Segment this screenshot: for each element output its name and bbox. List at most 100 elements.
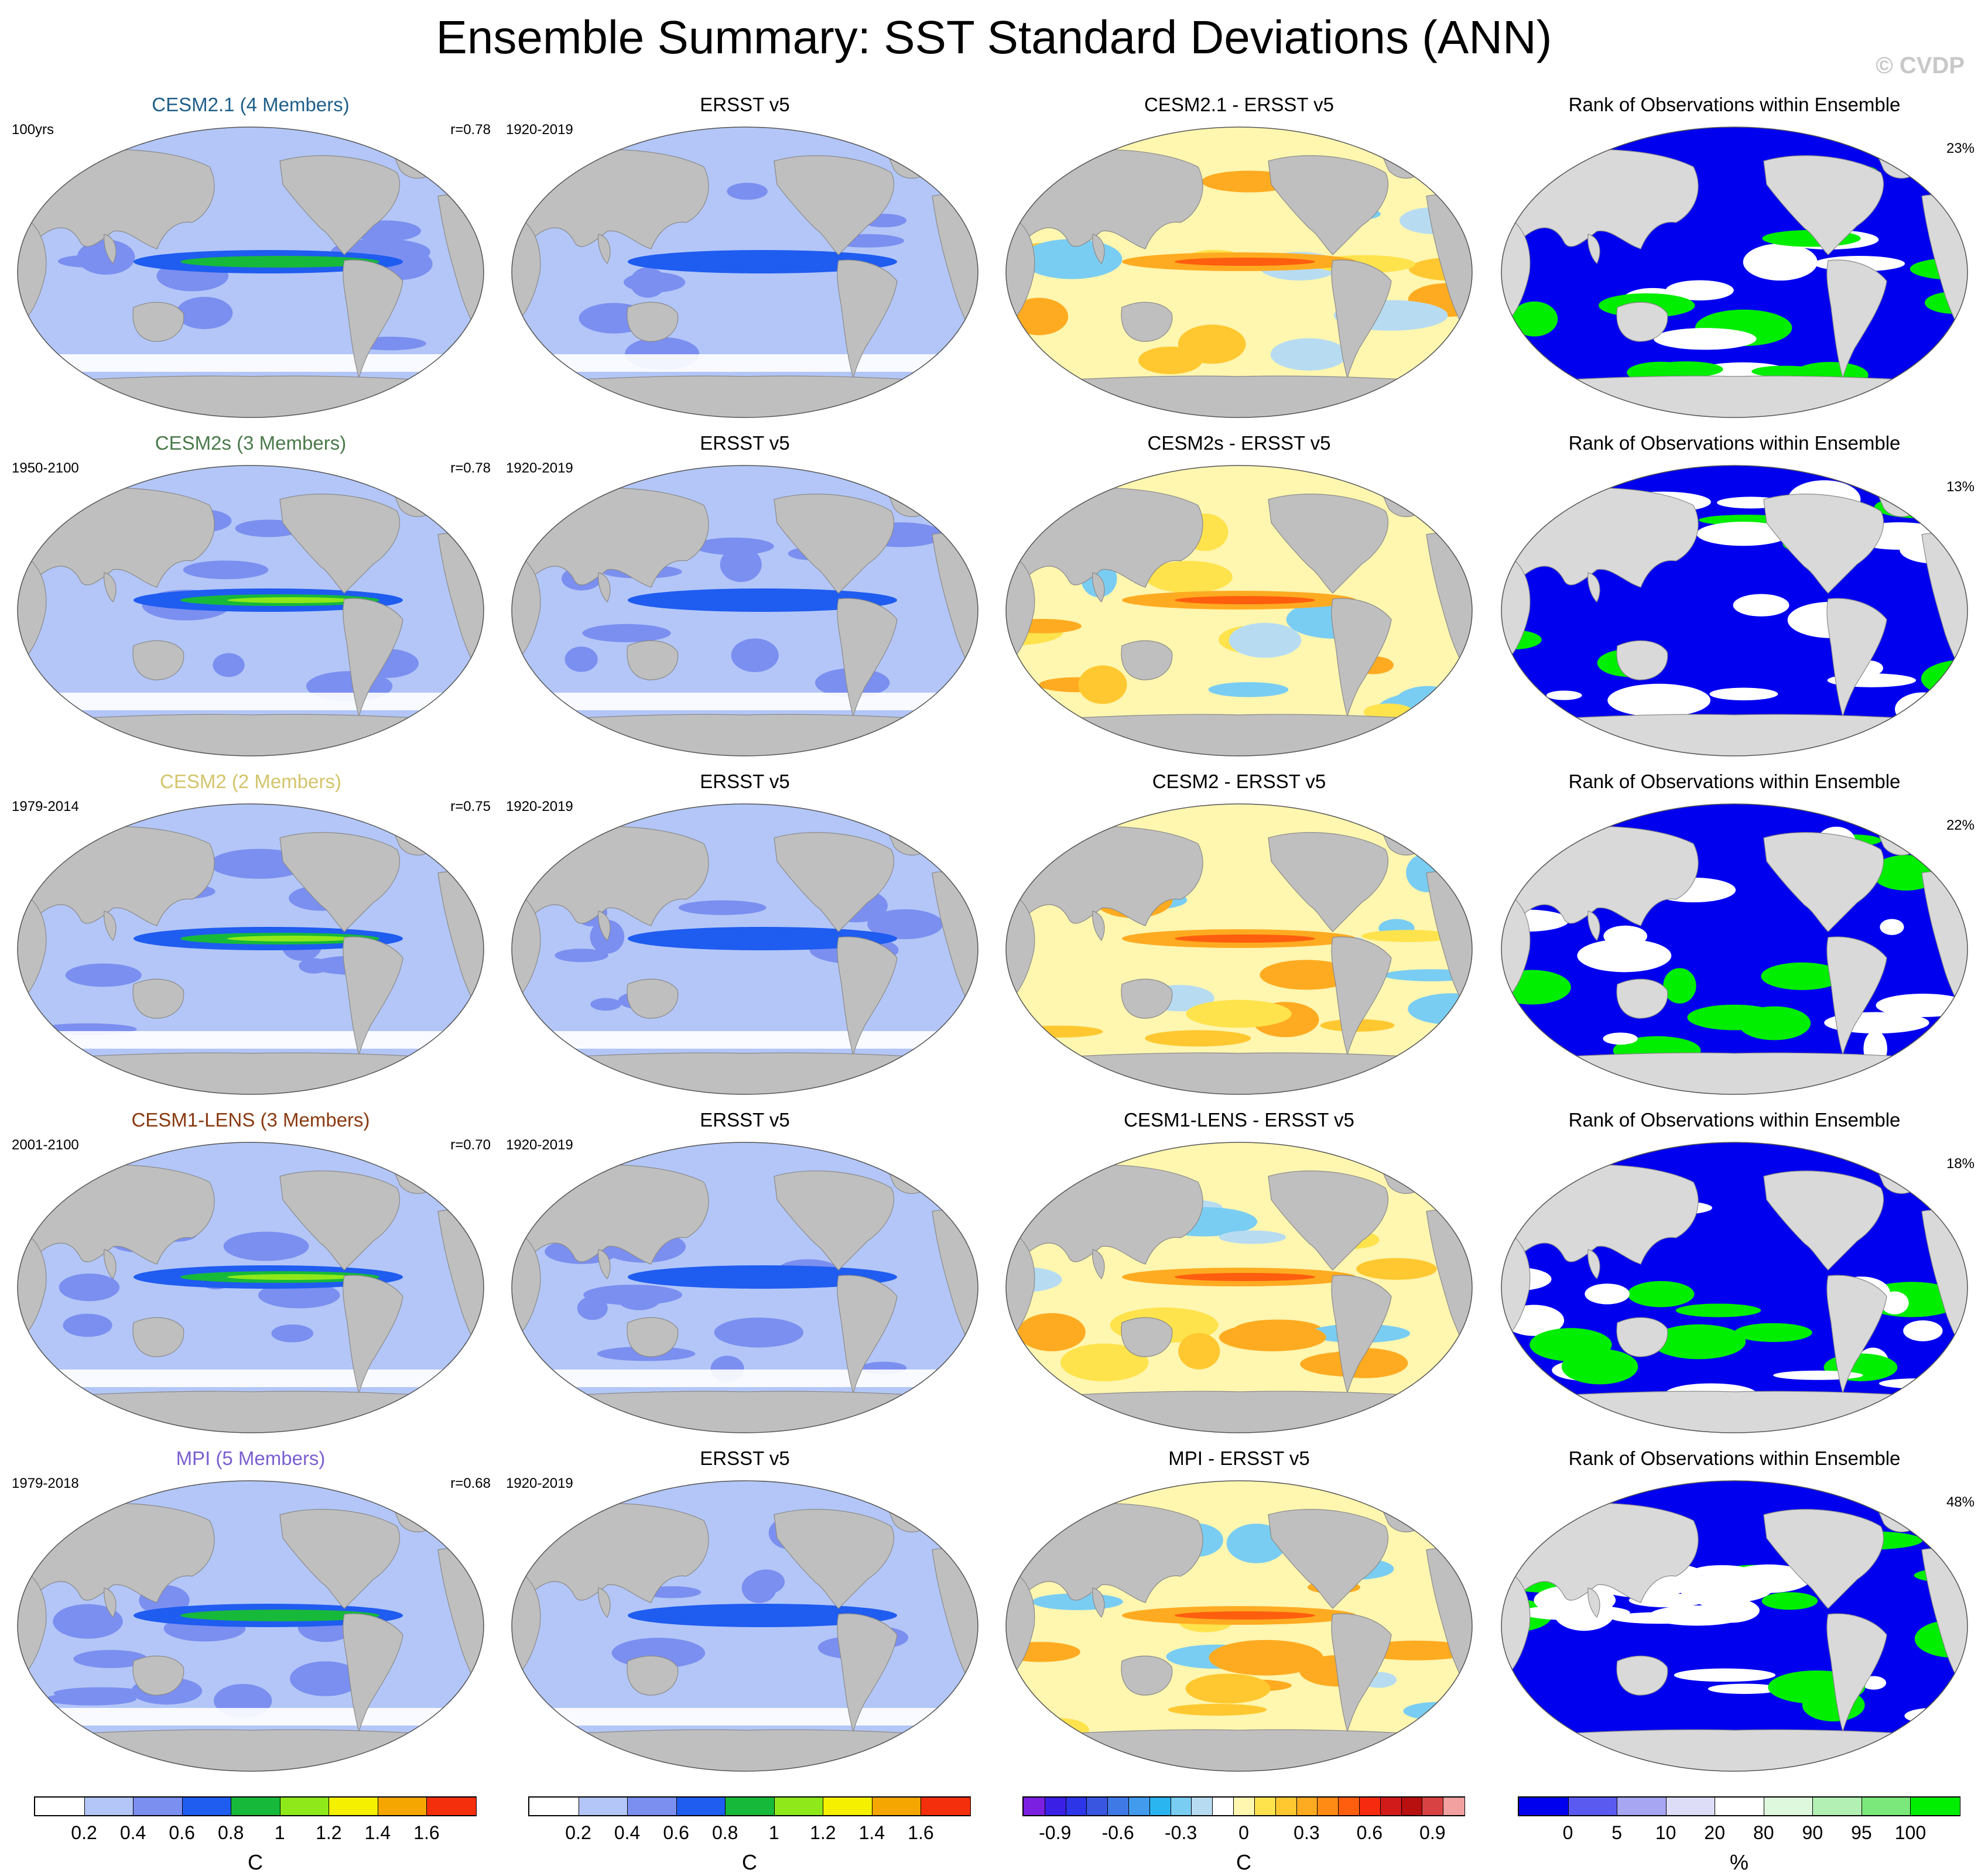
land-mask [1587,910,1600,942]
diff-contour [1175,1273,1315,1281]
rank-cell [1546,690,1582,700]
colorbar-tick-label: 1.6 [413,1822,440,1843]
colorbar-tick-label: 0.6 [1356,1822,1383,1843]
sd-contour [46,1692,137,1706]
rank-percent-label: 18% [1946,1156,1975,1172]
rank-cell [1511,301,1558,337]
rank-cell [1708,1683,1781,1694]
pattern-correlation-label: r=0.68 [450,1476,491,1491]
land-mask [1006,375,1472,417]
sd-contour-low [512,1370,978,1387]
rank-cell [1726,1564,1811,1593]
period-label: 2001-2100 [12,1137,79,1153]
land-mask [1268,832,1389,932]
sd-contour [271,1324,314,1343]
rank-cell [1674,1668,1776,1682]
land-mask [1331,598,1392,718]
land-mask [343,598,403,718]
colorbar-swatch [1191,1798,1213,1815]
globe-outline [1501,803,1968,1095]
land-mask [1092,572,1105,603]
land-mask [1826,1613,1887,1733]
land-mask [837,598,898,718]
globe-outline [17,1480,484,1772]
diff-contour [1270,338,1347,371]
panel-title: ERSST v5 [700,94,790,115]
colorbar-swatch [1380,1798,1402,1815]
globe-map-rank [1501,803,1968,1095]
land-mask [104,910,117,942]
colorbar-swatch [1275,1798,1297,1815]
colorbar-swatch [1665,1798,1716,1815]
diff-contour [1178,1333,1220,1370]
land-mask [1826,936,1887,1056]
rank-cell [1734,1323,1812,1342]
land-mask [627,640,679,680]
land-mask [1501,1391,1968,1433]
enso-contour [675,1610,874,1621]
land-mask [1587,1587,1600,1618]
colorbar-tick-label: 1 [768,1822,779,1843]
enso-contour [227,259,356,265]
rank-cell [1751,365,1818,378]
sd-contour-low [18,1370,484,1387]
diff-contour [1016,1025,1103,1038]
land-mask [1826,598,1887,718]
land-mask [18,1052,484,1094]
sd-contour [731,638,779,672]
colorbar-tick-label: 0 [1562,1822,1573,1843]
panel-title: CESM2s (3 Members) [155,432,347,454]
sd-contour [694,538,774,555]
land-mask [279,1170,401,1271]
rank-cell [1761,962,1843,990]
colorbar-box [1022,1796,1465,1816]
rank-cell [1709,687,1778,701]
globe-outline [511,803,978,1095]
figure-title: Ensemble Summary: SST Standard Deviation… [436,11,1552,63]
land-mask [343,1613,403,1733]
globe-map-diff [1005,803,1473,1095]
panel-title: ERSST v5 [700,771,790,792]
colorbar-tick-label: 1.4 [858,1822,885,1843]
rank-cell [1651,1324,1746,1360]
diff-contour [1442,676,1472,713]
colorbar-swatch [725,1798,775,1815]
rank-cell [1733,594,1789,617]
land-mask [774,832,895,932]
colorbar-swatch [1296,1798,1318,1815]
land-mask [774,494,895,594]
colorbar-swatch [1044,1798,1067,1815]
colorbar-tick-label: 1.2 [316,1822,342,1843]
sd-contour [53,1604,123,1639]
diff-contour [1175,934,1315,943]
panel-title: MPI (5 Members) [176,1447,326,1469]
colorbar-swatch [1086,1798,1108,1815]
colorbar-swatch [1212,1798,1234,1815]
land-mask [598,572,611,603]
diff-contour [1208,682,1289,697]
colorbar-tick-label: 0.3 [1294,1822,1320,1843]
diff-contour [1361,930,1456,942]
colorbar-swatch [1254,1798,1277,1815]
land-mask [132,640,184,680]
land-mask [1616,302,1668,342]
land-mask [1331,936,1392,1056]
land-mask [1268,155,1389,255]
rank-cell [1520,1604,1630,1621]
colorbar-tick-label: 0 [1238,1822,1249,1843]
land-mask [343,259,403,379]
colorbar-swatch [578,1798,628,1815]
land-mask [18,1729,484,1771]
rank-percent-label: 48% [1946,1494,1975,1510]
rank-cell [1577,939,1672,973]
colorbar-swatch [231,1798,281,1815]
globe-outline [1501,465,1968,756]
diff-contour [1356,1258,1437,1280]
sd-contour [290,1661,361,1696]
sd-contour [213,653,245,677]
enso-contour [227,936,356,942]
colorbar-tick-label: -0.3 [1164,1822,1197,1843]
period-label: 1920-2019 [506,1476,573,1491]
globe-map-model [17,465,484,756]
land-mask [598,234,611,265]
